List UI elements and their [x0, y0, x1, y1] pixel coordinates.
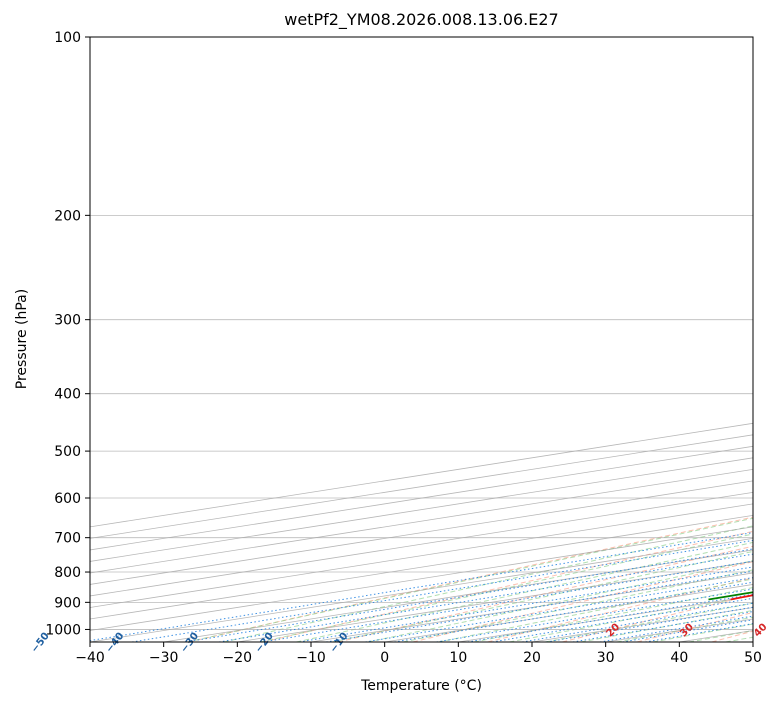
moist-adiabat	[403, 569, 753, 642]
y-tick-label: 200	[54, 208, 81, 224]
mixing-ratio-line	[218, 553, 753, 642]
mixing-ratio-line	[572, 611, 753, 642]
moist-adiabat-label: 40	[752, 622, 770, 640]
plot-frame	[89, 36, 754, 643]
isotherm	[90, 526, 753, 631]
mixing-ratio-line	[90, 532, 753, 642]
chart-title: wetPf2_YM08.2026.008.13.06.E27	[284, 10, 559, 29]
x-tick-label: 40	[670, 650, 688, 666]
isotherm	[90, 503, 753, 608]
x-tick-label: −10	[296, 650, 326, 666]
x-tick-label: 30	[597, 650, 615, 666]
isotherm	[90, 491, 753, 597]
y-tick-label: 1000	[45, 622, 81, 638]
isotherm	[90, 468, 753, 574]
x-tick-label: 0	[380, 650, 389, 666]
isotherm	[90, 514, 753, 620]
mixing-ratio-line	[185, 548, 753, 642]
isotherm	[752, 641, 753, 642]
moist-adiabat	[260, 533, 753, 642]
x-axis-label: Temperature (°C)	[361, 678, 482, 694]
isotherm	[90, 538, 753, 642]
plot-area	[90, 37, 753, 642]
mixing-ratio-line	[262, 560, 753, 642]
x-tick-label: −40	[75, 650, 105, 666]
x-tick-label: 20	[523, 650, 541, 666]
moist-adiabat	[331, 550, 753, 642]
y-tick-label: 700	[54, 531, 81, 547]
mixing-ratio-line	[299, 566, 753, 642]
y-tick-label: 400	[54, 387, 81, 403]
x-tick-label: 50	[744, 650, 762, 666]
background-lines	[90, 37, 753, 642]
moist-adiabat	[187, 517, 753, 642]
x-tick-label: −20	[223, 650, 253, 666]
mixing-ratio-line	[599, 615, 753, 642]
isotherm	[90, 480, 753, 585]
mixing-ratio-line	[131, 539, 753, 642]
axes: −40 −30 −20 −10 0 10 20 30 40 50 100 200 300 400 500 60…	[45, 30, 762, 666]
dry-adiabat	[338, 545, 753, 642]
y-tick-label: 300	[54, 313, 81, 329]
isotherm	[90, 457, 753, 562]
dry-adiabat	[263, 530, 753, 642]
moist-adiabat	[509, 595, 753, 642]
dry-adiabat	[487, 577, 753, 642]
y-tick-label: 500	[54, 444, 81, 460]
mixing-ratio-line	[546, 606, 753, 642]
y-tick-label: 800	[54, 565, 81, 581]
x-tick-label: −30	[149, 650, 179, 666]
y-tick-label: 100	[54, 30, 81, 46]
y-tick-label: 900	[54, 595, 81, 611]
x-tick-label: 10	[449, 650, 467, 666]
moist-adiabat	[223, 525, 753, 642]
y-tick-label: 600	[54, 491, 81, 507]
isotherm	[90, 445, 753, 551]
